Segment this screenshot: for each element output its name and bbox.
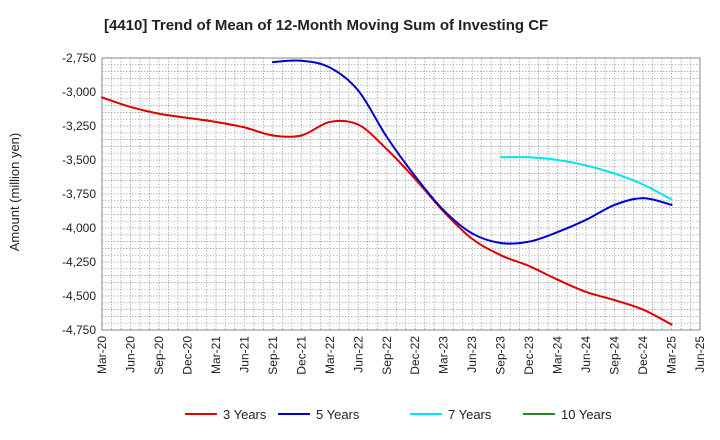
x-tick-label: Dec-21 [294, 336, 308, 375]
y-tick-label: -4,250 [62, 255, 96, 269]
y-tick-label: -4,000 [62, 221, 96, 235]
legend-label: 3 Years [223, 407, 267, 422]
x-tick-label: Mar-24 [551, 336, 565, 374]
x-tick-label: Mar-25 [665, 336, 679, 374]
x-tick-label: Dec-23 [522, 336, 536, 375]
y-tick-label: -3,500 [62, 153, 96, 167]
x-tick-label: Jun-20 [123, 336, 137, 373]
x-tick-label: Jun-25 [693, 336, 707, 373]
x-tick-label: Sep-20 [152, 336, 166, 375]
x-tick-label: Jun-22 [351, 336, 365, 373]
y-tick-label: -2,750 [62, 51, 96, 65]
legend-label: 7 Years [448, 407, 492, 422]
y-tick-label: -3,000 [62, 85, 96, 99]
series-lines [101, 59, 673, 326]
y-axis-label: Amount (million yen) [7, 133, 22, 252]
y-tick-label: -3,250 [62, 119, 96, 133]
legend-label: 5 Years [316, 407, 360, 422]
series-line-5-years [271, 59, 673, 245]
x-tick-label: Dec-20 [180, 336, 194, 375]
x-tick-label: Sep-21 [266, 336, 280, 375]
series-line-3-years [101, 96, 673, 326]
y-axis-ticks: -2,750 -3,000 -3,250 -3,500 -3,750 -4,000 -4,2… [62, 51, 96, 337]
x-tick-label: Jun-23 [465, 336, 479, 373]
chart-title: [4410] Trend of Mean of 12-Month Moving … [104, 17, 548, 34]
legend-label: 10 Years [561, 407, 612, 422]
x-tick-label: Mar-23 [437, 336, 451, 374]
x-tick-label: Sep-23 [494, 336, 508, 375]
y-tick-label: -3,750 [62, 187, 96, 201]
x-tick-label: Mar-21 [209, 336, 223, 374]
x-tick-label: Sep-24 [608, 336, 622, 375]
series-line-7-years [499, 156, 673, 201]
x-tick-label: Mar-20 [95, 336, 109, 374]
y-tick-label: -4,500 [62, 289, 96, 303]
x-tick-label: Dec-22 [408, 336, 422, 375]
x-tick-label: Mar-22 [323, 336, 337, 374]
legend: 3 Years 5 Years 7 Years 10 Years [185, 407, 612, 422]
x-tick-label: Jun-24 [579, 336, 593, 373]
y-tick-label: -4,750 [62, 323, 96, 337]
x-tick-label: Dec-24 [636, 336, 650, 375]
x-tick-label: Sep-22 [380, 336, 394, 375]
x-axis-ticks: Mar-20 Jun-20 Sep-20 Dec-20 Mar-21 Jun-21 Sep-… [95, 336, 707, 375]
x-tick-label: Jun-21 [237, 336, 251, 373]
